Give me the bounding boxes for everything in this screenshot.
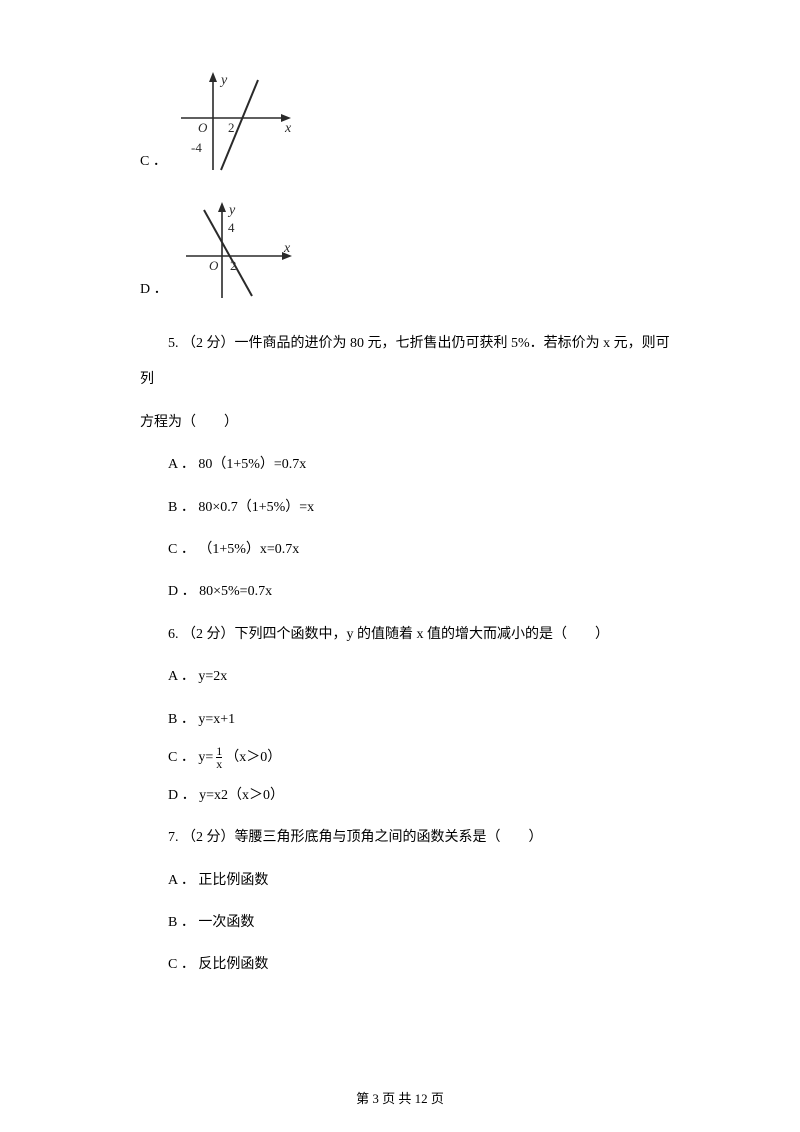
graph-d-origin: O bbox=[209, 258, 219, 273]
q6-text: 6. （2 分）下列四个函数中，y 的值随着 x 值的增大而减小的是（ ） bbox=[140, 617, 680, 653]
graph-c-tick-y: -4 bbox=[191, 140, 202, 155]
q6-option-d: D ． y=x2（x＞0） bbox=[140, 778, 680, 814]
graph-c-origin: O bbox=[198, 120, 208, 135]
graph-d: y x O 2 4 bbox=[174, 198, 299, 308]
graph-c: y x O 2 -4 bbox=[173, 70, 298, 180]
q6-option-c-suffix: （x＞0） bbox=[225, 744, 281, 772]
q6-frac-num: 1 bbox=[216, 745, 222, 758]
graph-c-svg: y x O 2 -4 bbox=[173, 70, 298, 180]
graph-d-svg: y x O 2 4 bbox=[174, 198, 299, 308]
page: C ． y x O 2 -4 D ． bbox=[0, 0, 800, 1132]
graph-d-y-label: y bbox=[227, 203, 236, 218]
q6-option-a: A ． y=2x bbox=[140, 659, 680, 695]
option-d-label: D ． bbox=[140, 278, 168, 308]
option-d-graph-row: D ． y x O 2 4 bbox=[140, 198, 680, 308]
option-c-label: C ． bbox=[140, 150, 167, 180]
q5-text-line2: 方程为（ ） bbox=[140, 405, 680, 441]
graph-c-x-label: x bbox=[284, 121, 292, 136]
q7-option-a: A ． 正比例函数 bbox=[140, 863, 680, 899]
graph-c-tick-x: 2 bbox=[228, 120, 235, 135]
q5-option-c: C ． （1+5%）x=0.7x bbox=[140, 532, 680, 568]
q6-option-c: C ． y= 1 x （x＞0） bbox=[140, 744, 680, 772]
graph-d-tick-x: 2 bbox=[230, 258, 237, 273]
q5-option-b: B ． 80×0.7（1+5%）=x bbox=[140, 490, 680, 526]
graph-c-y-label: y bbox=[219, 73, 228, 88]
fraction-icon: 1 x bbox=[216, 745, 222, 771]
q6-option-b: B ． y=x+1 bbox=[140, 702, 680, 738]
q6-frac-den: x bbox=[216, 757, 222, 771]
q5-option-a: A ． 80（1+5%）=0.7x bbox=[140, 447, 680, 483]
q5-text-line1: 5. （2 分）一件商品的进价为 80 元，七折售出仍可获利 5%．若标价为 x… bbox=[140, 326, 680, 399]
q6-option-c-prefix: C ． y= bbox=[168, 744, 213, 772]
graph-d-tick-y: 4 bbox=[228, 220, 235, 235]
q7-option-b: B ． 一次函数 bbox=[140, 905, 680, 941]
q5-option-d: D ． 80×5%=0.7x bbox=[140, 574, 680, 610]
q7-option-c: C ． 反比例函数 bbox=[140, 947, 680, 983]
option-c-graph-row: C ． y x O 2 -4 bbox=[140, 70, 680, 180]
q7-text: 7. （2 分）等腰三角形底角与顶角之间的函数关系是（ ） bbox=[140, 820, 680, 856]
page-footer: 第 3 页 共 12 页 bbox=[0, 1088, 800, 1107]
graph-d-x-label: x bbox=[283, 241, 291, 256]
